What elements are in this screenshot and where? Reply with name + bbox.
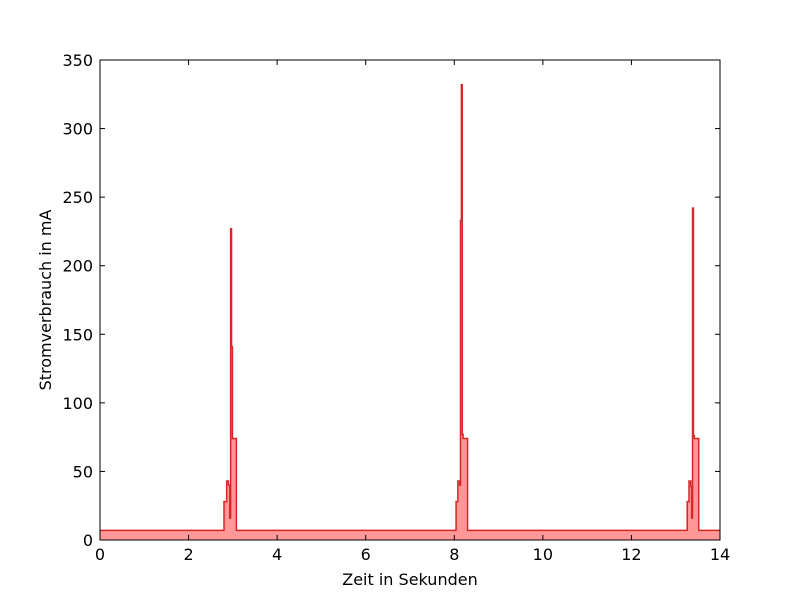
current-series-line [100,83,720,532]
x-tick-label: 8 [449,545,459,564]
x-tick-label: 10 [533,545,553,564]
y-tick-label: 200 [62,257,93,276]
x-tick-label: 6 [361,545,371,564]
y-axis-label: Stromverbrauch in mA [36,210,55,391]
x-axis-label: Zeit in Sekunden [342,570,477,589]
y-tick-label: 300 [62,120,93,139]
y-tick-label: 100 [62,394,93,413]
current-area-fill [100,84,720,540]
plot-frame [99,59,721,541]
x-tick-label: 4 [272,545,282,564]
y-tick-label: 250 [62,188,93,207]
y-tick-label: 350 [62,51,93,70]
y-tick-label: 50 [73,462,93,481]
y-tick-label: 0 [83,531,93,550]
x-tick-label: 12 [621,545,641,564]
y-tick-label: 150 [62,325,93,344]
x-tick-label: 2 [183,545,193,564]
axis-ticks: 0 2 4 6 8 10 12 14 0 50 100 150 200 250 300 350 [62,51,730,564]
x-tick-label: 0 [95,545,105,564]
plot-area [100,83,720,540]
x-tick-label: 14 [710,545,730,564]
